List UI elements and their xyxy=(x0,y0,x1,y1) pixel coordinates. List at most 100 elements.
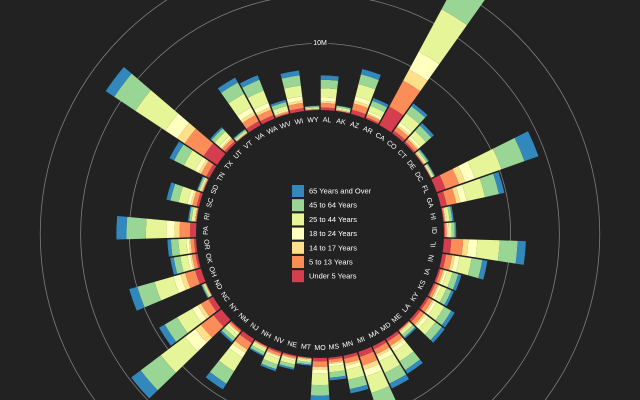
legend-label: 45 to 64 Years xyxy=(309,201,357,210)
bar-segment xyxy=(458,161,476,183)
bar-segment xyxy=(354,96,371,106)
bar-segment xyxy=(140,355,176,391)
state-label: ID xyxy=(430,227,437,234)
bar-segment xyxy=(336,105,351,110)
bar-segment xyxy=(435,306,452,326)
bar-segment xyxy=(448,222,452,238)
bar-segment xyxy=(349,384,369,394)
bar-segment xyxy=(348,375,368,390)
bar-segment xyxy=(430,326,445,343)
bar-segment xyxy=(116,215,128,240)
legend-label: 5 to 13 Years xyxy=(309,257,353,266)
bar-segment xyxy=(454,222,457,238)
bar-segment xyxy=(358,346,374,357)
bar-segment xyxy=(346,365,365,380)
bar-segment xyxy=(193,207,197,222)
bar-segment xyxy=(209,360,235,384)
bar-segment xyxy=(267,348,282,357)
bar-segment xyxy=(442,207,446,222)
bar-segment xyxy=(444,206,450,222)
bar-segment xyxy=(427,163,436,177)
bar-segment xyxy=(384,364,407,384)
state-label: WI xyxy=(294,118,304,126)
state-label: MI xyxy=(356,336,366,345)
bar-segment xyxy=(442,270,453,288)
state-label: NV xyxy=(273,336,285,346)
bar-segment xyxy=(328,360,344,365)
state-label: OR xyxy=(202,239,210,250)
bar-segment xyxy=(214,131,230,147)
bar-segment xyxy=(265,351,281,359)
bar-segment xyxy=(424,165,432,178)
bar-segment xyxy=(234,334,252,350)
bar-segment xyxy=(275,111,289,118)
bar-segment xyxy=(191,207,196,222)
legend-label: 25 to 44 Years xyxy=(309,215,357,224)
bar-segment xyxy=(271,101,288,111)
bar-segment xyxy=(196,192,203,207)
bar-segment xyxy=(180,273,191,290)
bar-segment xyxy=(439,288,452,305)
bar-segment xyxy=(353,100,370,108)
bar-segment xyxy=(201,284,210,298)
state-label: MS xyxy=(328,343,340,351)
bar-segment xyxy=(329,370,346,378)
bar-segment xyxy=(345,362,362,370)
bar-segment xyxy=(194,238,198,253)
bar-segment xyxy=(270,99,287,107)
state-label: NE xyxy=(287,340,298,349)
state-label: CT xyxy=(396,149,408,161)
bar-segment xyxy=(399,322,411,332)
bar-segment xyxy=(266,350,281,358)
bar-segment xyxy=(254,340,268,349)
bar-segment xyxy=(205,372,227,390)
bar-segment xyxy=(442,238,452,254)
bar-segment xyxy=(461,239,469,257)
bar-segment xyxy=(432,285,442,300)
bar-segment xyxy=(368,105,385,118)
bar-segment xyxy=(366,370,390,394)
bar-segment xyxy=(183,150,203,171)
bar-segment xyxy=(397,122,413,135)
bar-segment xyxy=(305,108,320,110)
bar-segment xyxy=(178,186,192,205)
bar-segment xyxy=(372,97,389,108)
bar-segment xyxy=(363,364,382,377)
bar-segment xyxy=(257,109,274,122)
bar-segment xyxy=(286,96,303,104)
bar-segment xyxy=(247,90,269,110)
legend-swatch xyxy=(292,241,304,254)
state-label: AK xyxy=(336,118,347,127)
state-label: MN xyxy=(342,340,354,349)
bar-segment xyxy=(239,331,255,343)
bar-segment xyxy=(404,141,416,153)
bar-segment xyxy=(201,160,214,177)
bar-segment xyxy=(173,274,186,293)
bar-segment xyxy=(328,364,345,373)
bar-segment xyxy=(191,254,199,269)
bar-segment xyxy=(434,268,441,283)
bar-segment xyxy=(415,125,432,143)
bar-segment xyxy=(296,360,312,365)
bar-segment xyxy=(398,321,410,332)
bar-segment xyxy=(399,351,421,371)
bar-segment xyxy=(131,370,158,399)
bar-segment xyxy=(415,152,425,165)
state-label: CA xyxy=(374,132,386,143)
bar-segment xyxy=(467,258,483,279)
bar-segment xyxy=(199,177,207,192)
bar-segment xyxy=(272,105,288,114)
legend-label: Under 5 Years xyxy=(309,272,357,281)
bar-segment xyxy=(180,255,191,273)
bar-segment xyxy=(424,322,442,341)
bar-segment xyxy=(202,179,209,193)
bar-segment xyxy=(220,330,234,343)
bar-segment xyxy=(173,256,184,274)
bar-segment xyxy=(186,238,191,254)
bar-segment xyxy=(492,137,525,170)
bar-segment xyxy=(446,222,448,238)
bar-segment xyxy=(189,206,194,222)
bar-segment xyxy=(190,254,195,270)
bar-segment xyxy=(336,109,350,113)
bar-segment xyxy=(235,130,247,141)
